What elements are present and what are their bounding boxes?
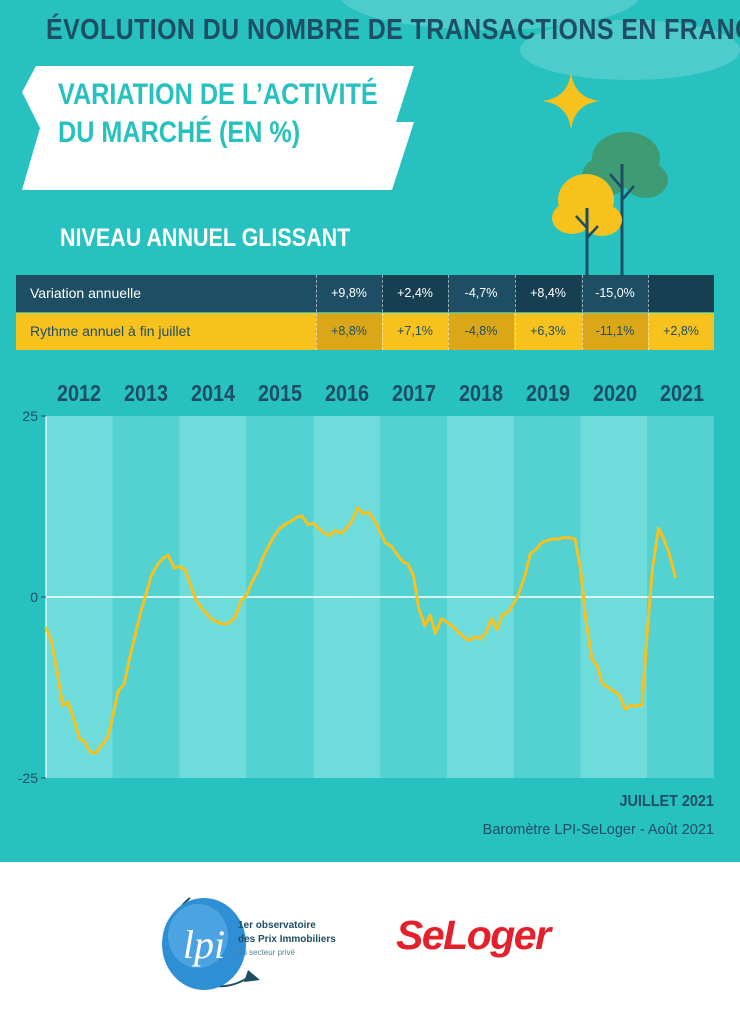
y-tick-label: -25	[18, 770, 38, 786]
main-title: ÉVOLUTION DU NOMBRE DE TRANSACTIONS EN F…	[46, 14, 740, 46]
column-divider	[316, 313, 318, 350]
lpi-text-line-3: du secteur privé	[238, 948, 295, 957]
subtitle-ribbon	[22, 66, 414, 190]
row-label: Rythme annuel à fin juillet	[30, 323, 191, 339]
table-cell: +2,4%	[382, 275, 448, 312]
table-row-variation-annuelle: Variation annuelle +9,8% +2,4% -4,7% +8,…	[16, 275, 714, 312]
table-cell: +8,8%	[316, 313, 382, 350]
x-tick-label: 2017	[391, 380, 436, 406]
column-divider	[648, 275, 650, 312]
x-tick-label: 2012	[56, 380, 101, 406]
background-cloud	[520, 20, 740, 80]
x-tick-label: 2015	[257, 380, 302, 406]
x-tick-label: 2019	[525, 380, 570, 406]
lpi-text-line-1: 1er observatoire	[238, 920, 316, 931]
lpi-mark: lpi	[183, 922, 225, 967]
column-divider	[582, 313, 584, 350]
table-cell: +2,8%	[663, 324, 699, 338]
column-divider	[448, 275, 450, 312]
x-tick-label: 2014	[190, 380, 235, 406]
y-ticks	[41, 415, 46, 779]
table-cell: -15,0%	[595, 286, 635, 300]
seloger-logo: SeLoger	[396, 912, 551, 958]
subtitle-line-2: DU MARCHÉ (EN %)	[58, 116, 301, 149]
row-label: Variation annuelle	[30, 285, 142, 301]
column-divider	[382, 275, 384, 312]
x-tick-label: 2018	[458, 380, 503, 406]
column-divider	[515, 313, 517, 350]
table-row-rythme-annuel: Rythme annuel à fin juillet +8,8% +7,1% …	[16, 313, 714, 350]
column-divider	[448, 313, 450, 350]
series-line	[44, 506, 677, 755]
column-divider	[648, 313, 650, 350]
column-divider	[382, 313, 384, 350]
lpi-logo: lpi	[162, 897, 260, 990]
table-cell: +8,4%	[515, 275, 581, 312]
column-divider	[515, 275, 517, 312]
lpi-text-line-2: des Prix Immobiliers	[238, 934, 336, 945]
y-tick-label: 25	[22, 408, 38, 424]
table-cell: +9,8%	[331, 286, 367, 300]
x-tick-label: 2021	[659, 380, 704, 406]
footer-date: JUILLET 2021	[619, 793, 714, 810]
yellow-tree	[552, 174, 622, 278]
column-divider	[316, 275, 318, 312]
footer-source: Baromètre LPI-SeLoger - Août 2021	[482, 822, 714, 838]
chart-subtitle: VARIATION DE L’ACTIVITÉ DU MARCHÉ (EN %)	[58, 76, 378, 152]
line-chart: 25 0 -25	[18, 408, 714, 786]
table-cell: -4,8%	[448, 313, 514, 350]
column-divider	[582, 275, 584, 312]
section-label: NIVEAU ANNUEL GLISSANT	[60, 224, 351, 252]
star-icon	[542, 72, 600, 130]
y-tick-label: 0	[30, 589, 38, 605]
x-tick-label: 2013	[123, 380, 168, 406]
table-cell: +7,1%	[397, 324, 433, 338]
table-cell: -4,7%	[464, 286, 498, 300]
table-cell: -11,1%	[582, 313, 648, 350]
table-cell: +6,3%	[530, 324, 566, 338]
infographic-panel: ÉVOLUTION DU NOMBRE DE TRANSACTIONS EN F…	[0, 0, 740, 862]
green-tree	[582, 132, 668, 278]
x-tick-label: 2020	[592, 380, 637, 406]
table-cell	[648, 275, 714, 312]
trees-icon	[552, 132, 668, 278]
x-tick-label: 2016	[324, 380, 369, 406]
subtitle-line-1: VARIATION DE L’ACTIVITÉ	[58, 78, 378, 111]
